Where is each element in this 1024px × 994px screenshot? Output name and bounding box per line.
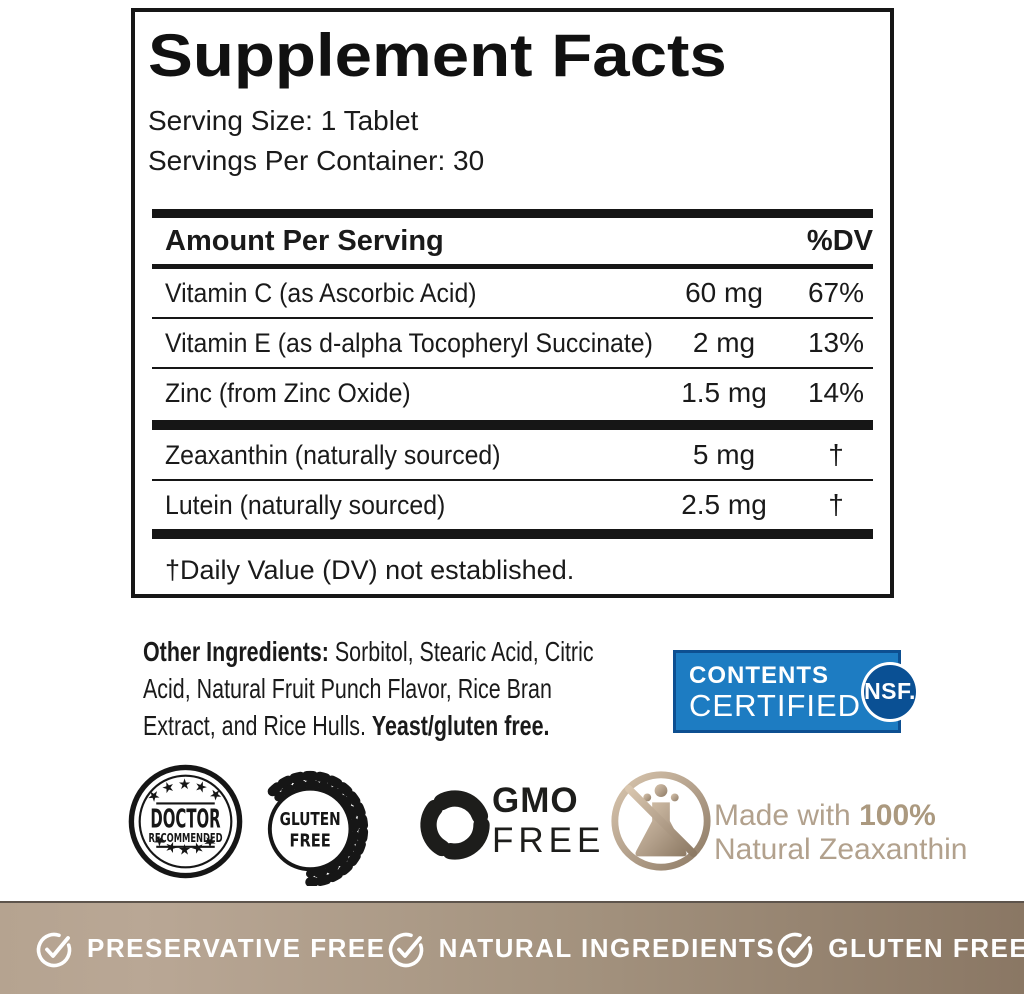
divider-medium bbox=[152, 264, 873, 269]
divider-thin bbox=[152, 317, 873, 319]
table-row: Vitamin E (as d-alpha Tocopheryl Succina… bbox=[152, 319, 873, 367]
header-amount-per-serving: Amount Per Serving bbox=[165, 224, 444, 257]
nutrient-dv: † bbox=[828, 489, 844, 520]
other-ingredients: Other Ingredients: Sorbitol, Stearic Aci… bbox=[143, 633, 673, 744]
nutrient-dv: 14% bbox=[807, 377, 865, 408]
dv-footnote: †Daily Value (DV) not established. bbox=[165, 555, 575, 585]
check-circle-icon bbox=[388, 932, 423, 967]
doctor-stars-top: ★★★★★ bbox=[143, 776, 225, 807]
nutrient-amount: 60 mg bbox=[685, 277, 763, 308]
other-ingredients-label: Other Ingredients: bbox=[143, 636, 329, 667]
nutrient-amount: 2.5 mg bbox=[681, 489, 767, 520]
doctor-label: DOCTOR bbox=[150, 803, 220, 833]
nsf-certified-badge: CONTENTS CERTIFIED NSF. bbox=[673, 650, 919, 733]
nutrient-dv: 13% bbox=[807, 327, 865, 358]
divider-thin bbox=[152, 367, 873, 369]
nsf-contents-label: CONTENTS bbox=[689, 661, 829, 689]
nutrient-name: Vitamin C (as Ascorbic Acid) bbox=[165, 278, 477, 308]
gmo-free-label: FREE bbox=[492, 821, 606, 860]
gluten-label: GLUTEN bbox=[280, 810, 341, 830]
divider-thick bbox=[152, 209, 873, 218]
nutrient-amount: 1.5 mg bbox=[681, 377, 767, 408]
nutrient-name: Lutein (naturally sourced) bbox=[165, 490, 446, 520]
banner-label: NATURAL INGREDIENTS bbox=[438, 933, 776, 963]
banner-item-natural-ingredients: NATURAL INGREDIENTS bbox=[386, 929, 776, 969]
natural-zeaxanthin-label: Natural Zeaxanthin bbox=[714, 833, 968, 866]
gluten-free-label: FREE bbox=[290, 832, 331, 852]
doctor-recommended-badge-icon: ★★★★★ ★★★★★ DOCTOR RECOMMENDED bbox=[128, 764, 243, 879]
bottom-benefits-banner: PRESERVATIVE FREE NATURAL INGREDIENTS GL… bbox=[0, 901, 1024, 994]
facts-table: Amount Per Serving %DV Vitamin C (as Asc… bbox=[152, 209, 873, 539]
header-dv: %DV bbox=[806, 224, 873, 257]
table-row: Zeaxanthin (naturally sourced) 5 mg † bbox=[152, 430, 873, 479]
nutrient-dv: 67% bbox=[807, 277, 865, 308]
yeast-gluten-free-note: Yeast/gluten free. bbox=[371, 710, 550, 741]
table-row: Lutein (naturally sourced) 2.5 mg † bbox=[152, 481, 873, 529]
svg-text:★★★★★: ★★★★★ bbox=[143, 776, 227, 807]
nutrient-amount: 2 mg bbox=[692, 327, 756, 358]
table-header: Amount Per Serving %DV bbox=[152, 218, 873, 264]
banner-item-gluten-free: GLUTEN FREE bbox=[775, 929, 1024, 969]
other-ingredients-line: Extract, and Rice Hulls. Yeast/gluten fr… bbox=[143, 710, 550, 741]
nsf-seal-icon: NSF. bbox=[861, 661, 919, 722]
gmo-free-badge-icon bbox=[420, 790, 490, 860]
hundred-percent-label: 100% bbox=[859, 799, 936, 832]
table-row: Zinc (from Zinc Oxide) 1.5 mg 14% bbox=[152, 369, 873, 417]
nutrient-name: Zinc (from Zinc Oxide) bbox=[165, 378, 411, 408]
other-ingredients-line: Other Ingredients: Sorbitol, Stearic Aci… bbox=[143, 636, 594, 667]
divider-thick bbox=[152, 529, 873, 539]
gmo-label: GMO bbox=[492, 781, 579, 820]
banner-item-preservative-free: PRESERVATIVE FREE bbox=[34, 929, 386, 969]
check-circle-icon bbox=[777, 932, 813, 967]
divider-thick bbox=[152, 420, 873, 430]
banner-label: GLUTEN FREE bbox=[828, 933, 1024, 963]
supplement-facts-panel: Supplement Facts Serving Size: 1 Tablet … bbox=[131, 8, 894, 598]
table-row: Vitamin C (as Ascorbic Acid) 60 mg 67% bbox=[152, 269, 873, 317]
check-circle-icon bbox=[36, 932, 72, 967]
natural-zeaxanthin-text: Made with 100% Natural Zeaxanthin bbox=[714, 799, 968, 866]
nutrient-name: Vitamin E (as d-alpha Tocopheryl Succina… bbox=[165, 328, 653, 358]
other-ingredients-line: Acid, Natural Fruit Punch Flavor, Rice B… bbox=[143, 673, 552, 704]
nutrient-amount: 5 mg bbox=[692, 438, 756, 470]
serving-size: Serving Size: 1 Tablet bbox=[148, 105, 419, 136]
divider-thin bbox=[152, 479, 873, 481]
nutrient-dv: † bbox=[828, 438, 844, 470]
panel-title: Supplement Facts bbox=[148, 22, 727, 89]
gmo-free-text: GMO FREE bbox=[492, 781, 605, 861]
recommended-label: RECOMMENDED bbox=[148, 830, 222, 845]
no-synthetic-flask-icon bbox=[611, 771, 711, 871]
nutrient-name: Zeaxanthin (naturally sourced) bbox=[165, 439, 501, 470]
gluten-free-badge-icon: GLUTEN FREE bbox=[267, 770, 369, 886]
nsf-certified-label: CERTIFIED bbox=[689, 687, 862, 723]
servings-per-container: Servings Per Container: 30 bbox=[148, 145, 485, 176]
banner-label: PRESERVATIVE FREE bbox=[87, 933, 386, 963]
